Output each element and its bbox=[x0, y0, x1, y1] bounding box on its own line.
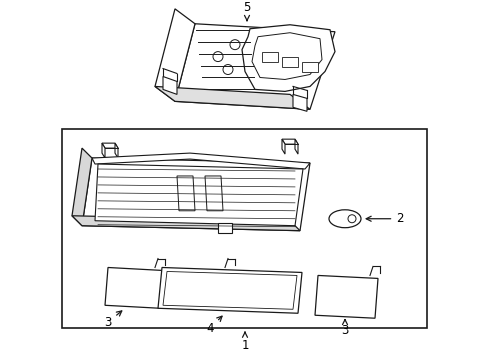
Text: 1: 1 bbox=[241, 332, 248, 352]
Polygon shape bbox=[105, 267, 163, 308]
Polygon shape bbox=[158, 267, 302, 313]
Polygon shape bbox=[102, 143, 105, 158]
Polygon shape bbox=[175, 24, 334, 109]
Polygon shape bbox=[82, 158, 309, 231]
Polygon shape bbox=[177, 176, 195, 211]
Text: 2: 2 bbox=[366, 212, 403, 225]
Polygon shape bbox=[218, 223, 231, 233]
Polygon shape bbox=[163, 271, 296, 309]
Polygon shape bbox=[72, 148, 92, 226]
Polygon shape bbox=[92, 153, 309, 169]
Polygon shape bbox=[155, 9, 195, 102]
Polygon shape bbox=[294, 139, 297, 154]
Polygon shape bbox=[302, 62, 317, 72]
Polygon shape bbox=[282, 57, 297, 67]
Polygon shape bbox=[292, 94, 306, 111]
Ellipse shape bbox=[328, 210, 360, 228]
Polygon shape bbox=[314, 275, 377, 318]
Polygon shape bbox=[115, 143, 118, 158]
Polygon shape bbox=[262, 51, 278, 62]
Text: 3: 3 bbox=[341, 320, 348, 337]
Polygon shape bbox=[102, 143, 118, 148]
Polygon shape bbox=[72, 216, 299, 231]
Polygon shape bbox=[242, 25, 334, 91]
Polygon shape bbox=[95, 164, 303, 226]
Text: 3: 3 bbox=[104, 311, 122, 329]
Text: 5: 5 bbox=[243, 1, 250, 21]
Bar bbox=[62, 129, 426, 328]
Polygon shape bbox=[282, 139, 285, 154]
Polygon shape bbox=[282, 139, 297, 144]
Polygon shape bbox=[251, 33, 321, 80]
Text: 4: 4 bbox=[206, 316, 222, 335]
Polygon shape bbox=[204, 176, 223, 211]
Polygon shape bbox=[163, 76, 177, 94]
Polygon shape bbox=[155, 86, 309, 109]
